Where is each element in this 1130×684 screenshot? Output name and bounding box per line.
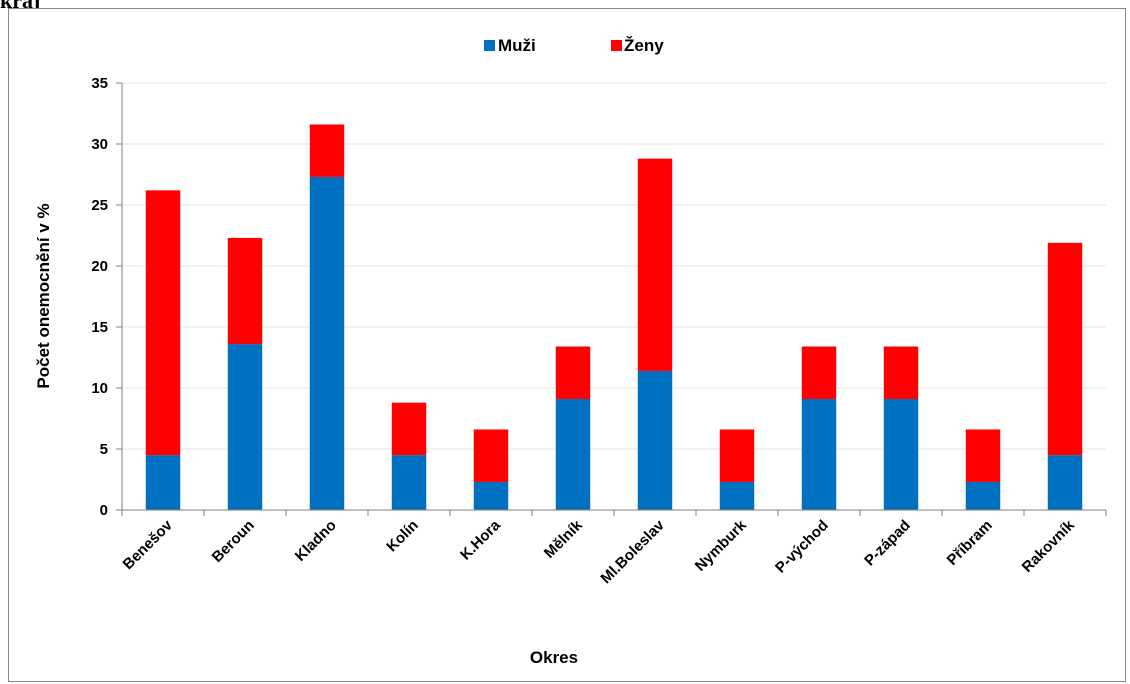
- bar-zeny: [309, 124, 345, 177]
- legend-label-zeny: Ženy: [624, 36, 664, 55]
- bar-zeny: [391, 402, 427, 456]
- y-tick-label: 30: [91, 136, 108, 153]
- bar-muzi: [555, 398, 591, 510]
- y-axis-title: Počet onemocnění v %: [34, 203, 53, 388]
- bar-muzi: [1047, 455, 1083, 510]
- y-tick-label: 10: [91, 380, 108, 397]
- y-tick-labels: 0 5 10 15 20 25 30 35: [91, 75, 122, 519]
- chart-frame: [8, 8, 1126, 682]
- x-tick-label: Rakovník: [1019, 516, 1079, 576]
- legend-label-muzi: Muži: [498, 36, 536, 55]
- bar-zeny: [473, 429, 509, 482]
- y-tick-label: 0: [100, 502, 108, 519]
- bar-zeny: [883, 346, 919, 399]
- x-axis-title: Okres: [530, 648, 578, 667]
- x-tick-label: Mělník: [541, 516, 586, 561]
- bar-zeny: [555, 346, 591, 399]
- x-tick-label: Příbram: [944, 517, 996, 569]
- bar-zeny: [801, 346, 837, 399]
- x-tick-label: Nymburk: [692, 516, 750, 574]
- bar-muzi: [227, 344, 263, 510]
- bar-muzi: [637, 370, 673, 510]
- bar-zeny: [637, 158, 673, 371]
- y-tick-label: 5: [100, 441, 108, 458]
- bar-muzi: [145, 455, 181, 510]
- y-tick-label: 25: [91, 197, 108, 214]
- x-tick-label: Beroun: [209, 517, 258, 566]
- y-tick-label: 20: [91, 258, 108, 275]
- bar-muzi: [391, 455, 427, 510]
- x-tick-label: Kolín: [383, 517, 422, 556]
- bar-zeny: [227, 237, 263, 345]
- bar-muzi: [473, 481, 509, 510]
- y-tick-label: 35: [91, 75, 108, 92]
- x-tick-label: K.Hora: [457, 516, 504, 563]
- bar-zeny: [965, 429, 1001, 482]
- x-tick-label: Ml.Boleslav: [597, 516, 668, 587]
- bars: [145, 124, 1083, 510]
- legend: Muži Ženy: [484, 36, 664, 55]
- y-tick-label: 15: [91, 319, 108, 336]
- axes: [121, 83, 1106, 511]
- x-tick-label: Kladno: [292, 517, 340, 565]
- x-tick-labels: Benešov Beroun Kladno Kolín K.Hora Mělník Ml.B…: [120, 510, 1107, 587]
- bar-muzi: [801, 398, 837, 510]
- bar-muzi: [883, 398, 919, 510]
- bar-muzi: [965, 481, 1001, 510]
- legend-swatch-muzi: [484, 40, 495, 51]
- bar-muzi: [719, 481, 755, 510]
- bar-zeny: [1047, 242, 1083, 456]
- bar-zeny: [719, 429, 755, 482]
- x-tick-label: P-východ: [772, 517, 832, 577]
- bar-muzi: [309, 176, 345, 510]
- bar-zeny: [145, 190, 181, 456]
- legend-swatch-zeny: [611, 40, 622, 51]
- x-tick-label: P-západ: [861, 517, 914, 570]
- x-tick-label: Benešov: [120, 516, 177, 573]
- grid-lines: [122, 82, 1106, 450]
